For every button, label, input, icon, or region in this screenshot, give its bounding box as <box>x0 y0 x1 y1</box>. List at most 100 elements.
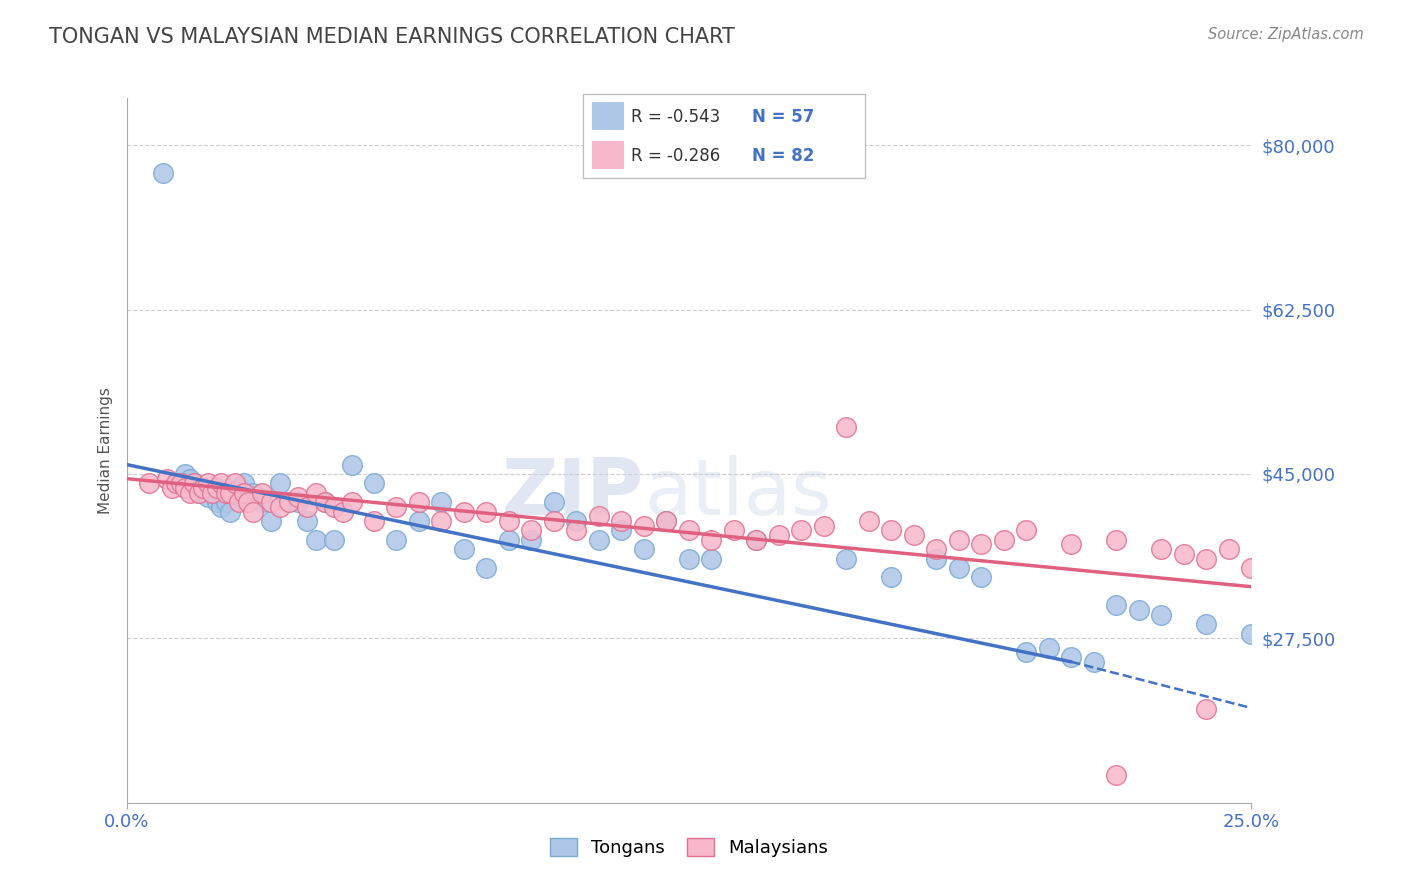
Bar <box>592 103 623 129</box>
Y-axis label: Median Earnings: Median Earnings <box>97 387 112 514</box>
Point <box>314 495 336 509</box>
Point <box>236 495 259 509</box>
Text: N = 82: N = 82 <box>752 146 814 164</box>
Point <box>745 533 768 547</box>
Point <box>970 570 993 584</box>
Point <box>453 504 475 518</box>
Point <box>610 524 633 538</box>
Point <box>1015 645 1038 659</box>
Point <box>768 528 790 542</box>
Point <box>475 561 498 575</box>
Point <box>205 481 228 495</box>
Point <box>332 504 354 518</box>
Point <box>543 514 565 528</box>
Point <box>156 472 179 486</box>
Point <box>475 504 498 518</box>
Point <box>219 504 242 518</box>
Point <box>430 495 453 509</box>
Point <box>498 514 520 528</box>
Point <box>174 467 197 481</box>
Point <box>948 533 970 547</box>
Point <box>1105 599 1128 613</box>
Point <box>214 495 236 509</box>
Point <box>183 476 205 491</box>
Point <box>269 500 291 514</box>
Point <box>138 476 160 491</box>
Point <box>259 495 281 509</box>
Point <box>363 514 385 528</box>
Point <box>191 481 214 495</box>
Bar <box>592 141 623 169</box>
Point <box>678 551 700 566</box>
Point <box>453 542 475 557</box>
Point <box>187 485 209 500</box>
Text: R = -0.543: R = -0.543 <box>631 108 720 126</box>
Point <box>183 481 205 495</box>
Text: R = -0.286: R = -0.286 <box>631 146 720 164</box>
Point <box>385 500 408 514</box>
Point <box>633 518 655 533</box>
Point <box>903 528 925 542</box>
Legend: Tongans, Malaysians: Tongans, Malaysians <box>543 830 835 864</box>
Point <box>1195 617 1218 632</box>
Point <box>209 500 232 514</box>
Point <box>835 551 858 566</box>
Text: N = 57: N = 57 <box>752 108 814 126</box>
Point <box>250 495 273 509</box>
Point <box>1375 551 1398 566</box>
Point <box>678 524 700 538</box>
Point <box>520 524 543 538</box>
Point <box>1195 702 1218 716</box>
Point <box>790 524 813 538</box>
Point <box>228 481 250 495</box>
Point <box>314 495 336 509</box>
Point <box>655 514 678 528</box>
Point <box>214 485 236 500</box>
Point <box>304 533 326 547</box>
Point <box>1240 626 1263 640</box>
Point <box>925 542 948 557</box>
Point <box>277 495 299 509</box>
Point <box>565 524 588 538</box>
Point <box>209 476 232 491</box>
Point <box>304 485 326 500</box>
Point <box>322 533 344 547</box>
Point <box>408 514 430 528</box>
Point <box>322 500 344 514</box>
Point <box>287 495 309 509</box>
Point <box>970 537 993 551</box>
Point <box>1285 551 1308 566</box>
Text: Source: ZipAtlas.com: Source: ZipAtlas.com <box>1208 27 1364 42</box>
Point <box>1195 551 1218 566</box>
Point <box>219 485 242 500</box>
Point <box>385 533 408 547</box>
Point <box>205 495 228 509</box>
Point <box>174 481 197 495</box>
Point <box>588 509 610 524</box>
Text: atlas: atlas <box>644 455 831 531</box>
Point <box>242 485 264 500</box>
Point <box>228 495 250 509</box>
Point <box>565 514 588 528</box>
Point <box>1150 607 1173 622</box>
Point <box>813 518 835 533</box>
Point <box>201 485 224 500</box>
Text: TONGAN VS MALAYSIAN MEDIAN EARNINGS CORRELATION CHART: TONGAN VS MALAYSIAN MEDIAN EARNINGS CORR… <box>49 27 735 46</box>
Point <box>1015 524 1038 538</box>
Point <box>224 476 246 491</box>
Point <box>835 420 858 434</box>
Point <box>169 476 191 491</box>
Point <box>363 476 385 491</box>
Point <box>340 458 363 472</box>
Point <box>1060 537 1083 551</box>
Point <box>269 476 291 491</box>
Point <box>1128 603 1150 617</box>
Point <box>408 495 430 509</box>
Point <box>858 514 880 528</box>
Point <box>1105 533 1128 547</box>
Point <box>723 524 745 538</box>
Point <box>1240 561 1263 575</box>
Point <box>179 485 201 500</box>
Point <box>880 570 903 584</box>
Point <box>925 551 948 566</box>
